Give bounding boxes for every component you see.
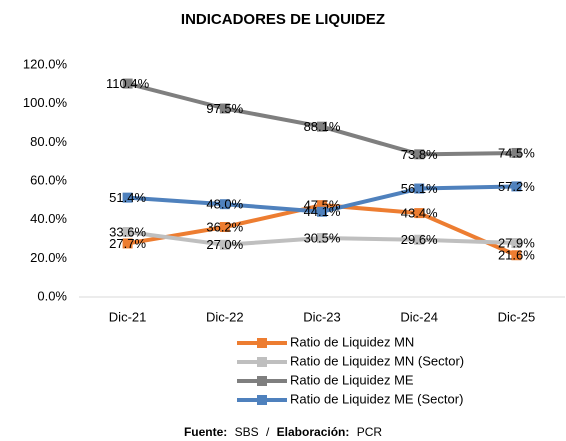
y-tick-label: 80.0% (30, 134, 67, 149)
marker (317, 206, 327, 217)
legend-label: Ratio de Liquidez MN (Sector) (290, 353, 464, 368)
x-tick-label: Dic-24 (400, 309, 438, 324)
data-label: 73.8% (401, 147, 438, 162)
data-label: 27.9% (498, 235, 535, 250)
legend-marker (257, 338, 267, 348)
x-tick-label: Dic-22 (206, 309, 244, 324)
marker (219, 199, 230, 210)
footer-credit: PCR (357, 425, 383, 439)
marker (219, 103, 230, 114)
marker (414, 149, 425, 160)
marker (122, 78, 133, 89)
marker (414, 234, 425, 245)
data-label: 47.5% (304, 198, 341, 213)
x-tick-label: Dic-21 (109, 309, 147, 324)
data-label: 33.6% (109, 224, 146, 239)
data-label: 97.5% (206, 101, 243, 116)
marker (511, 181, 522, 192)
data-label: 88.1% (304, 119, 341, 134)
y-tick-label: 40.0% (30, 211, 67, 226)
marker (317, 200, 327, 211)
legend-marker (257, 357, 267, 367)
y-tick-label: 120.0% (23, 56, 68, 71)
marker (511, 238, 522, 249)
marker (414, 183, 425, 194)
y-tick-label: 0.0% (37, 288, 67, 303)
data-label: 51.4% (109, 190, 146, 205)
marker (122, 192, 133, 203)
marker (317, 121, 327, 132)
y-tick-label: 100.0% (23, 95, 68, 110)
data-label: 56.1% (401, 181, 438, 196)
legend-marker (257, 395, 267, 405)
marker (511, 250, 522, 261)
data-label: 57.2% (498, 179, 535, 194)
data-label: 110.4% (106, 76, 150, 91)
legend-marker (257, 376, 267, 386)
marker (122, 238, 133, 249)
marker (511, 147, 522, 158)
marker (122, 227, 133, 238)
legend-label: Ratio de Liquidez ME (Sector) (290, 391, 463, 406)
data-label: 27.0% (206, 237, 243, 252)
data-label: 29.6% (401, 232, 438, 247)
data-label: 21.6% (498, 248, 535, 263)
x-tick-label: Dic-23 (303, 309, 341, 324)
data-label: 36.2% (206, 219, 243, 234)
footer: Fuente: SBS / Elaboración: PCR (184, 425, 382, 439)
marker (219, 239, 230, 250)
legend-label: Ratio de Liquidez MN (290, 334, 414, 349)
x-tick-label: Dic-25 (498, 309, 536, 324)
data-label: 43.4% (401, 206, 438, 221)
data-label: 48.0% (206, 197, 243, 212)
data-label: 30.5% (304, 230, 341, 245)
chart-title: INDICADORES DE LIQUIDEZ (181, 11, 385, 28)
marker (317, 233, 327, 244)
legend-label: Ratio de Liquidez ME (290, 372, 414, 387)
footer-separator: / (266, 425, 270, 439)
marker (219, 222, 230, 233)
footer-source: SBS (235, 425, 259, 439)
y-tick-label: 60.0% (30, 172, 67, 187)
y-tick-label: 20.0% (30, 250, 67, 265)
footer-credit-label: Elaboración: (277, 425, 350, 439)
data-label: 44.1% (304, 204, 341, 219)
marker (414, 208, 425, 219)
footer-source-label: Fuente: (184, 425, 227, 439)
data-label: 27.7% (109, 236, 146, 251)
data-label: 74.5% (498, 145, 535, 160)
